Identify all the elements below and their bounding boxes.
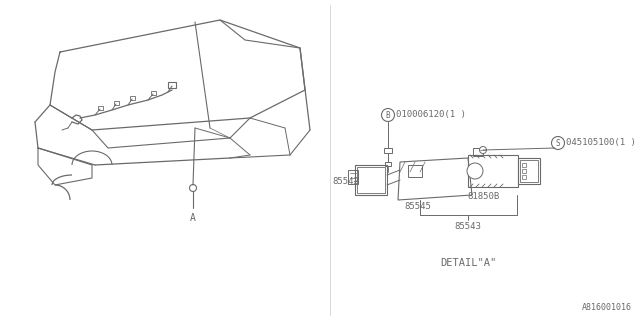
- Bar: [168, 82, 176, 88]
- Bar: [98, 106, 103, 110]
- Bar: [151, 91, 156, 95]
- Circle shape: [189, 185, 196, 191]
- Circle shape: [381, 108, 394, 122]
- Text: DETAIL"A": DETAIL"A": [440, 258, 496, 268]
- Bar: [357, 167, 385, 193]
- Text: 85542: 85542: [332, 177, 359, 186]
- Text: 85543: 85543: [454, 222, 481, 231]
- Bar: [355, 165, 387, 195]
- Circle shape: [467, 163, 483, 179]
- Circle shape: [479, 147, 486, 154]
- Text: 81850B: 81850B: [467, 192, 499, 201]
- Bar: [473, 148, 483, 156]
- Bar: [468, 155, 518, 187]
- Bar: [114, 101, 119, 105]
- Bar: [384, 148, 392, 153]
- Text: B: B: [386, 110, 390, 119]
- Bar: [348, 170, 358, 184]
- Bar: [522, 163, 526, 167]
- Bar: [522, 169, 526, 173]
- Text: 85545: 85545: [404, 202, 431, 211]
- Text: A: A: [190, 213, 196, 223]
- Bar: [520, 160, 538, 182]
- Bar: [408, 165, 422, 177]
- Bar: [385, 162, 391, 166]
- Bar: [518, 158, 540, 184]
- Text: A816001016: A816001016: [582, 303, 632, 312]
- Text: 045105100(1 ): 045105100(1 ): [566, 139, 636, 148]
- Circle shape: [552, 137, 564, 149]
- Bar: [130, 96, 135, 100]
- Bar: [522, 175, 526, 179]
- Text: 010006120(1 ): 010006120(1 ): [396, 110, 466, 119]
- Text: S: S: [556, 139, 560, 148]
- Polygon shape: [398, 158, 472, 200]
